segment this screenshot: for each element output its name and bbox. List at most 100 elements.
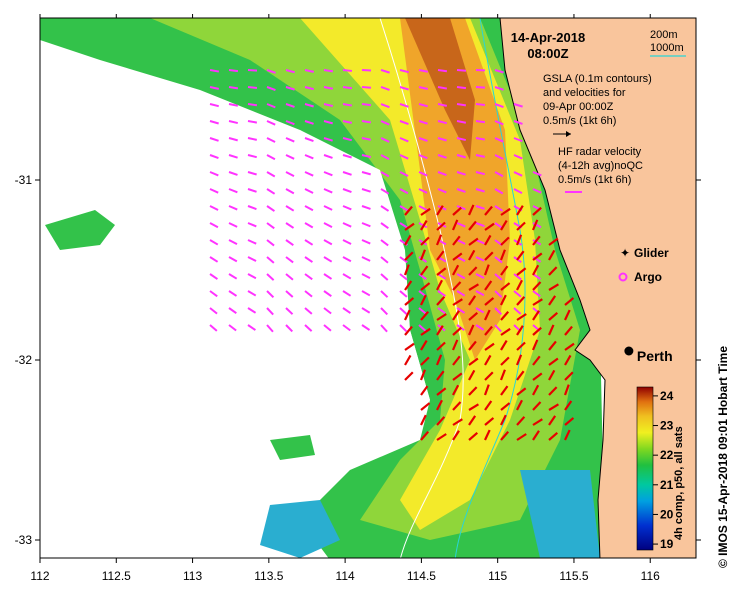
hf-arrow	[500, 220, 508, 231]
gsla-arrow	[475, 222, 485, 228]
gsla-arrow	[437, 103, 448, 107]
gsla-arrow	[361, 205, 371, 210]
gsla-arrow	[285, 307, 294, 315]
hf-arrow	[516, 296, 526, 306]
hf-arrow	[547, 324, 555, 336]
legend-glider: Glider	[634, 246, 669, 260]
gsla-arrow	[399, 188, 409, 195]
gsla-arrow	[247, 137, 258, 141]
gsla-arrow	[456, 69, 467, 72]
gsla-arrow	[342, 205, 352, 211]
gsla-arrow	[323, 86, 334, 90]
gsla-arrow	[228, 273, 238, 280]
gsla-arrow	[228, 256, 238, 263]
gsla-arrow	[437, 188, 447, 194]
gsla-arrow	[285, 205, 295, 212]
gsla-arrow	[266, 256, 275, 264]
gsla-arrow	[380, 86, 390, 91]
gsla-arrow	[323, 154, 333, 159]
hf-arrow	[403, 264, 410, 276]
gsla-arrow	[304, 273, 313, 281]
hf-arrow	[548, 369, 556, 381]
gsla-arrow	[532, 222, 542, 229]
gsla-arrow	[285, 256, 294, 264]
hf-arrow	[420, 294, 427, 306]
gsla-arrow	[456, 205, 466, 211]
gsla-arrow	[342, 324, 351, 332]
hf-arrow	[484, 297, 495, 306]
gsla-arrow	[247, 171, 257, 176]
hf-arrow	[420, 402, 431, 411]
hf-arrow	[500, 310, 510, 321]
hf-arrow	[500, 430, 510, 441]
hf-arrow	[532, 326, 542, 336]
hf-arrow	[548, 431, 559, 441]
gsla-arrow	[456, 273, 466, 280]
gsla-arrow	[247, 239, 257, 245]
gsla-arrow	[456, 137, 466, 142]
gsla-arrow	[399, 69, 409, 74]
gsla-arrow	[475, 86, 486, 89]
gsla-arrow	[475, 120, 486, 124]
gsla-arrow	[209, 171, 219, 177]
legend-hf-1: HF radar velocity	[558, 146, 642, 158]
hf-arrow	[484, 234, 492, 246]
hf-arrow	[468, 386, 478, 396]
hf-arrow	[516, 387, 527, 396]
hf-arrow	[500, 356, 510, 366]
hf-arrow	[436, 341, 446, 351]
gsla-arrow	[247, 273, 257, 280]
hf-arrow	[500, 402, 511, 411]
hf-arrow	[484, 280, 493, 291]
hf-arrow	[548, 249, 556, 261]
gsla-arrow	[285, 120, 295, 126]
gsla-arrow	[323, 290, 332, 298]
gsla-arrow	[266, 324, 274, 333]
gsla-arrow	[475, 188, 485, 193]
gsla-arrow	[266, 103, 276, 109]
hf-arrow	[452, 418, 463, 426]
legend-contour-200: 200m	[650, 29, 678, 41]
hf-arrow	[436, 387, 447, 396]
hf-arrow	[516, 313, 527, 321]
hf-arrow	[436, 399, 443, 411]
gsla-arrow	[361, 256, 371, 262]
gsla-arrow	[437, 171, 447, 177]
gsla-arrow	[437, 273, 447, 280]
contour-200m	[454, 18, 526, 558]
gsla-arrow	[228, 137, 238, 142]
gsla-arrow	[380, 222, 389, 230]
gsla-arrow	[456, 307, 466, 314]
gsla-arrow	[209, 273, 218, 280]
gsla-arrow	[266, 120, 276, 126]
gsla-arrow	[266, 222, 275, 230]
legend-gsla-scale: 0.5m/s (1kt 6h)	[543, 115, 616, 127]
hf-arrow	[436, 221, 446, 231]
hf-arrow	[451, 339, 459, 351]
gsla-arrow	[342, 290, 352, 297]
hf-arrow	[484, 429, 491, 441]
gsla-arrow	[304, 239, 314, 246]
gsla-arrow	[380, 154, 390, 161]
gsla-arrow	[437, 137, 447, 142]
hf-arrow	[436, 250, 445, 261]
gsla-arrow	[494, 103, 504, 109]
colorbar-ticks: 19 20 21 22 23 24	[653, 389, 674, 551]
gsla-arrow	[361, 154, 371, 159]
hf-arrow	[404, 354, 412, 366]
gsla-arrow	[475, 273, 485, 279]
hf-arrow	[452, 310, 460, 321]
gsla-arrow	[285, 154, 295, 160]
hf-arrow	[468, 237, 479, 246]
x-tick-label: 114.5	[407, 569, 436, 583]
hf-arrow	[532, 418, 543, 426]
hf-arrow	[468, 311, 479, 321]
hf-arrow	[548, 295, 557, 306]
hf-arrow	[468, 357, 479, 366]
gsla-arrow	[456, 290, 466, 297]
gsla-arrow	[342, 273, 352, 280]
hf-arrow	[548, 415, 557, 426]
gsla-arrow	[228, 86, 239, 90]
gsla-arrow	[361, 239, 371, 245]
sst-offshore-patch-2	[270, 435, 315, 460]
